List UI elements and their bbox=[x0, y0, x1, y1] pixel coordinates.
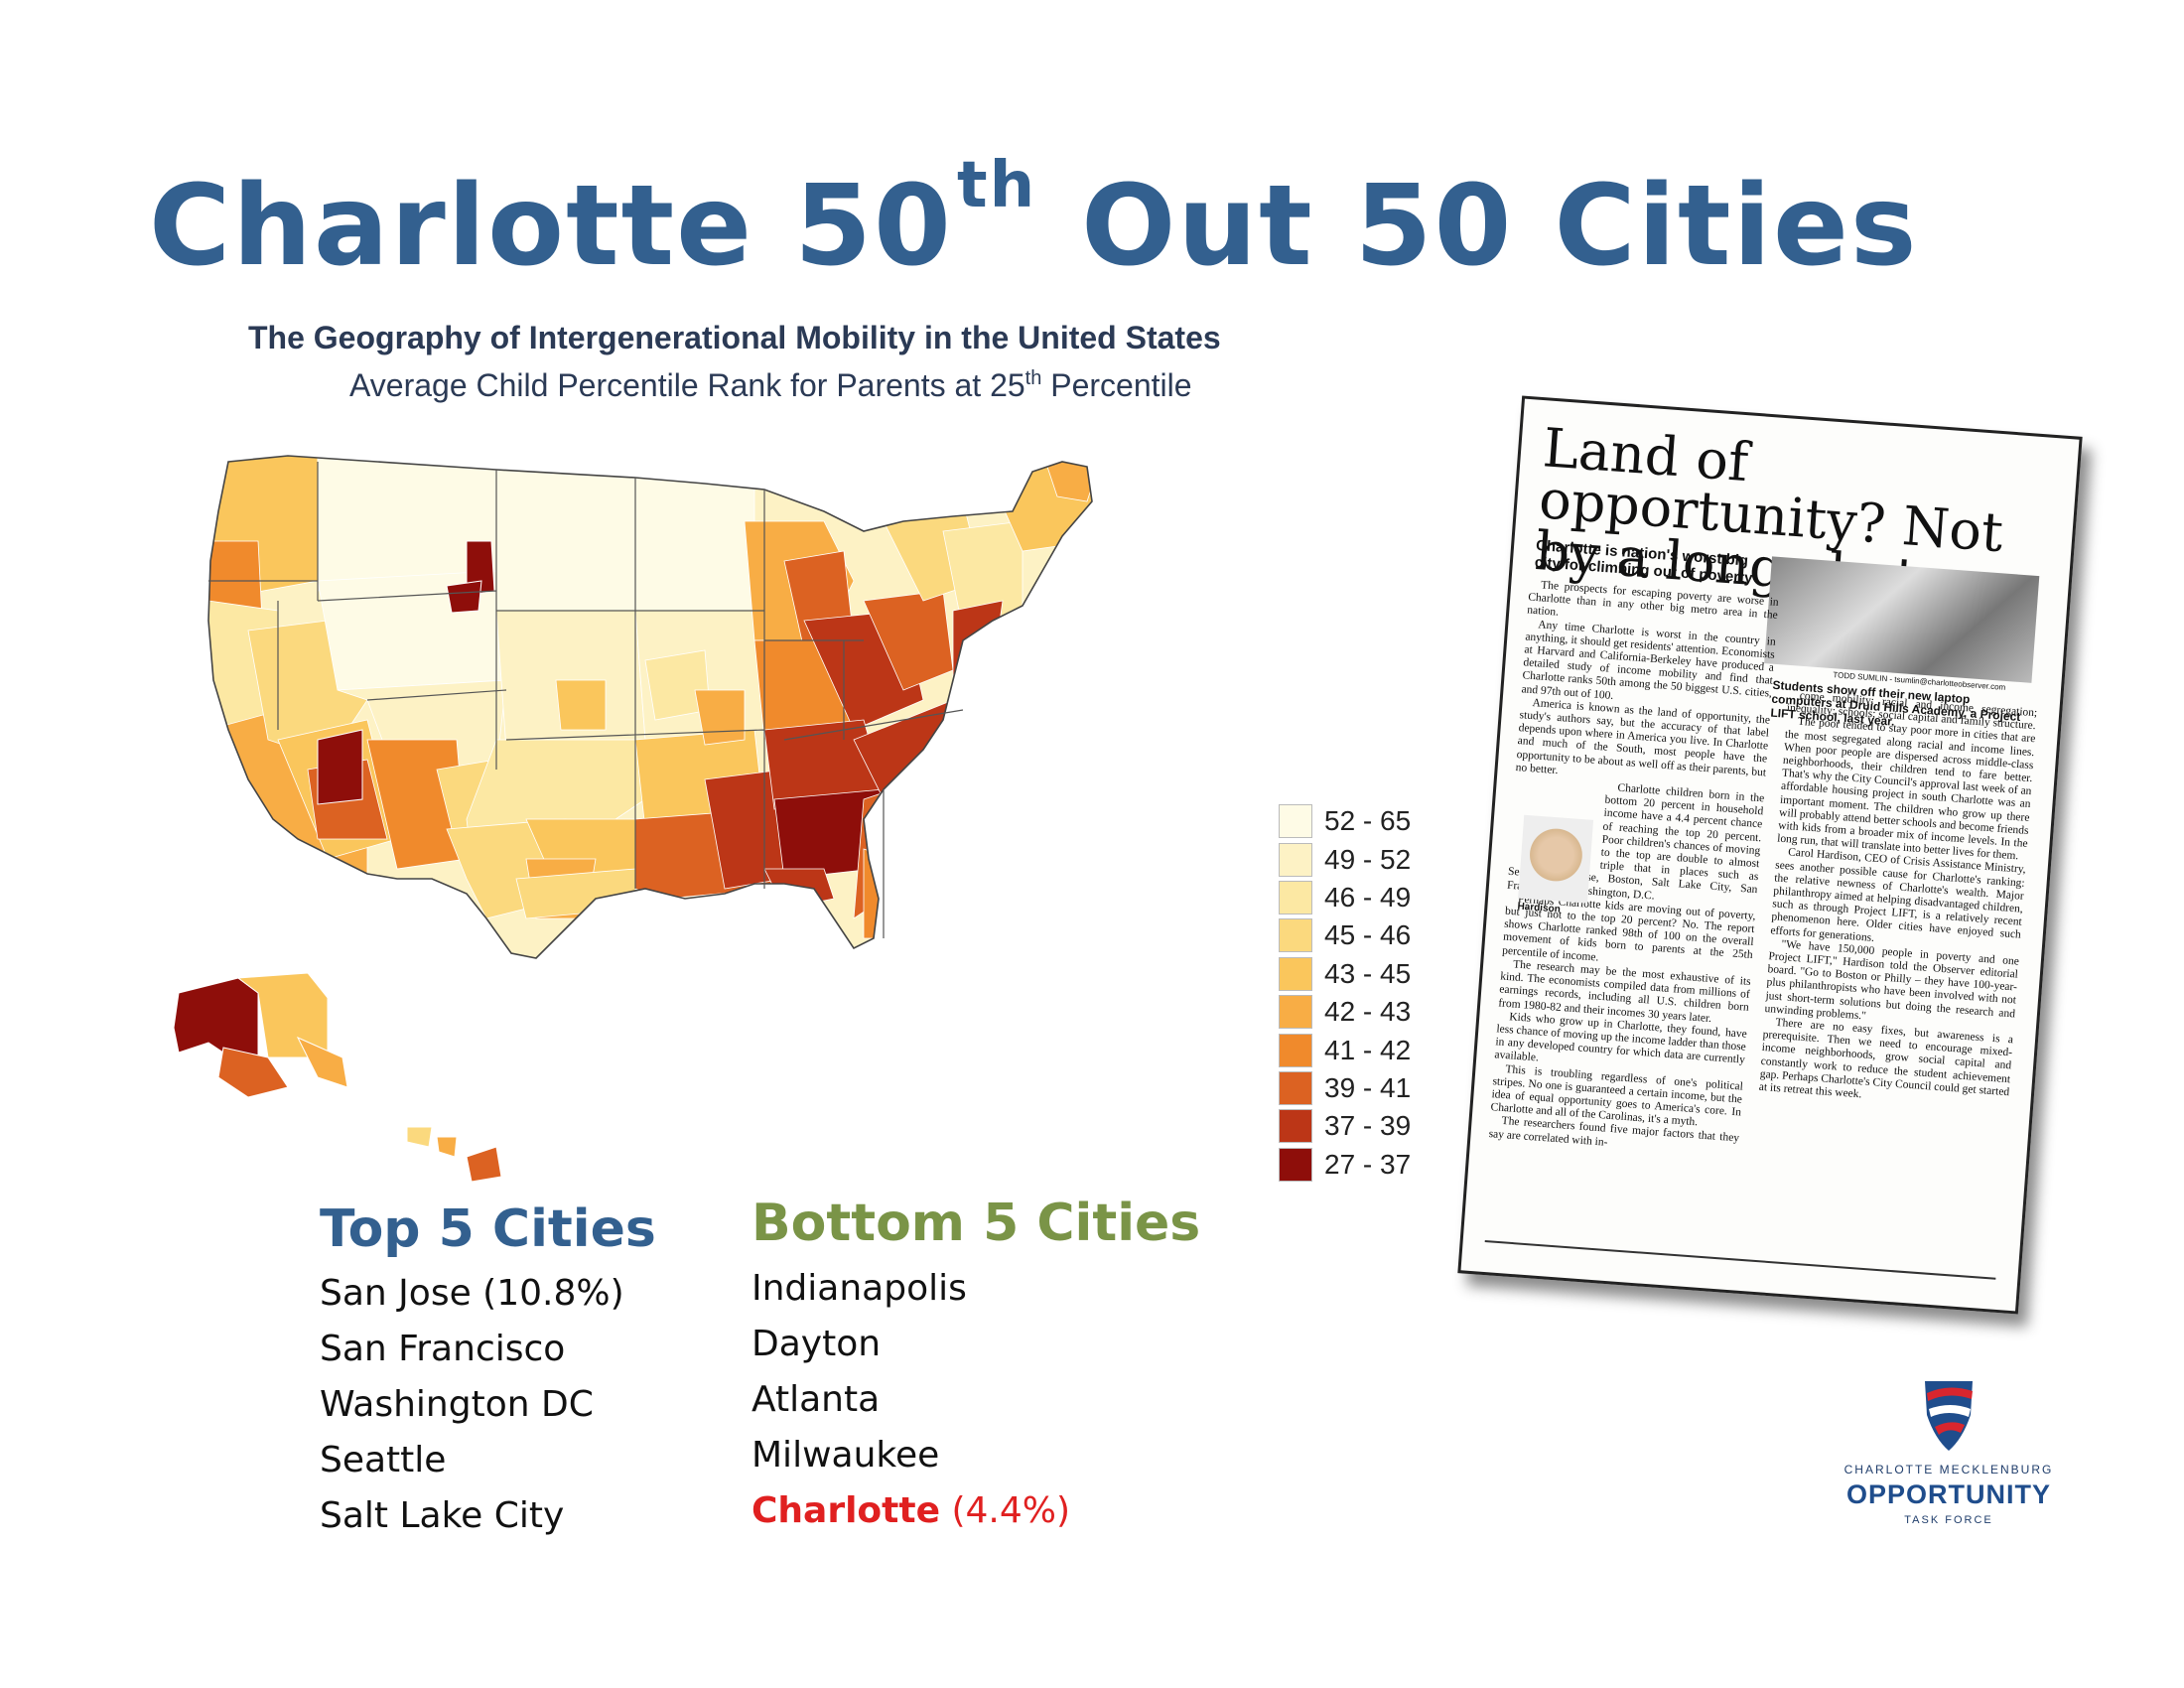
legend-swatch bbox=[1279, 804, 1312, 839]
map-subtitle-a: Average Child Percentile Rank for Parent… bbox=[349, 367, 1025, 403]
list-item-charlotte: Charlotte (4.4%) bbox=[751, 1483, 1070, 1539]
legend-label: 27 - 37 bbox=[1324, 1148, 1412, 1180]
hardison-portrait bbox=[1518, 814, 1594, 904]
legend-label: 39 - 41 bbox=[1324, 1071, 1412, 1103]
bottom5-heading: Bottom 5 Cities bbox=[751, 1194, 1201, 1253]
legend-row: 39 - 41 bbox=[1279, 1069, 1411, 1107]
map-title: The Geography of Intergenerational Mobil… bbox=[248, 320, 1221, 355]
bottom5-list: Indianapolis Dayton Atlanta Milwaukee Ch… bbox=[751, 1261, 1070, 1539]
list-item: Indianapolis bbox=[751, 1268, 967, 1309]
top5-heading: Top 5 Cities bbox=[320, 1199, 656, 1259]
map-subtitle-sup: th bbox=[1024, 367, 1042, 389]
article-body: The prospects for escaping poverty are w… bbox=[1481, 579, 2049, 1271]
top5-list: San Jose (10.8%) San Francisco Washingto… bbox=[320, 1266, 624, 1544]
logo-main-text: OPPORTUNITY bbox=[1845, 1479, 2051, 1509]
list-item: Atlanta bbox=[751, 1379, 881, 1420]
legend-label: 43 - 45 bbox=[1324, 957, 1412, 989]
article-column-left: The prospects for escaping poverty are w… bbox=[1481, 579, 1779, 1251]
charlotte-city: Charlotte bbox=[751, 1490, 941, 1531]
opportunity-task-force-logo: CHARLOTTE MECKLENBURG OPPORTUNITY TASK F… bbox=[1825, 1375, 2073, 1534]
list-item: San Jose (10.8%) bbox=[320, 1273, 624, 1314]
article-paragraph: The poor tended to stay poor more in cit… bbox=[1776, 716, 2036, 863]
slide-title: Charlotte 50th Out 50 Cities bbox=[149, 149, 1919, 291]
map-subtitle: Average Child Percentile Rank for Parent… bbox=[349, 367, 1192, 404]
article-paragraph: Carol Hardison, CEO of Crisis Assistance… bbox=[1770, 846, 2027, 944]
legend-label: 49 - 52 bbox=[1324, 843, 1412, 875]
legend-label: 52 - 65 bbox=[1324, 805, 1412, 837]
map-legend: 52 - 65 49 - 52 46 - 49 45 - 46 43 - 45 … bbox=[1279, 802, 1411, 1184]
slide-title-sup: th bbox=[956, 149, 1037, 222]
list-item: Washington DC bbox=[320, 1384, 594, 1425]
legend-row: 27 - 37 bbox=[1279, 1146, 1411, 1184]
list-item: Seattle bbox=[320, 1440, 447, 1480]
legend-swatch bbox=[1279, 1147, 1312, 1182]
legend-row: 49 - 52 bbox=[1279, 840, 1411, 878]
slide-title-main: Charlotte 50 bbox=[149, 162, 953, 291]
legend-row: 43 - 45 bbox=[1279, 955, 1411, 993]
slide-title-rest: Out 50 Cities bbox=[1040, 162, 1919, 291]
legend-swatch bbox=[1279, 918, 1312, 953]
list-item: Dayton bbox=[751, 1324, 882, 1364]
logo-top-text: CHARLOTTE MECKLENBURG bbox=[1843, 1463, 2054, 1477]
legend-label: 45 - 46 bbox=[1324, 919, 1412, 951]
legend-swatch bbox=[1279, 1109, 1312, 1144]
list-item: San Francisco bbox=[320, 1329, 566, 1369]
us-mobility-map bbox=[173, 455, 1093, 1182]
legend-label: 42 - 43 bbox=[1324, 996, 1412, 1028]
logo-bottom-text: TASK FORCE bbox=[1904, 1514, 1993, 1526]
legend-label: 41 - 42 bbox=[1324, 1034, 1412, 1065]
legend-row: 42 - 43 bbox=[1279, 993, 1411, 1031]
legend-swatch bbox=[1279, 880, 1312, 914]
legend-swatch bbox=[1279, 956, 1312, 991]
legend-row: 41 - 42 bbox=[1279, 1031, 1411, 1068]
legend-label: 37 - 39 bbox=[1324, 1110, 1412, 1142]
legend-swatch bbox=[1279, 842, 1312, 877]
list-item: Milwaukee bbox=[751, 1435, 940, 1476]
article-column-right: come mobility: racial and income segrega… bbox=[1740, 598, 2044, 1314]
legend-swatch bbox=[1279, 1070, 1312, 1105]
charlotte-pct: (4.4%) bbox=[940, 1490, 1071, 1531]
list-item: Salt Lake City bbox=[320, 1495, 565, 1536]
newspaper-clipping: Land of opportunity? Not by a long shot … bbox=[1457, 395, 2083, 1315]
legend-row: 52 - 65 bbox=[1279, 802, 1411, 840]
shield-swoosh-icon bbox=[1925, 1381, 1973, 1451]
legend-row: 45 - 46 bbox=[1279, 916, 1411, 954]
legend-row: 46 - 49 bbox=[1279, 879, 1411, 916]
legend-row: 37 - 39 bbox=[1279, 1107, 1411, 1145]
legend-label: 46 - 49 bbox=[1324, 881, 1412, 913]
legend-swatch bbox=[1279, 1033, 1312, 1067]
legend-swatch bbox=[1279, 995, 1312, 1030]
map-subtitle-b: Percentile bbox=[1041, 367, 1192, 403]
